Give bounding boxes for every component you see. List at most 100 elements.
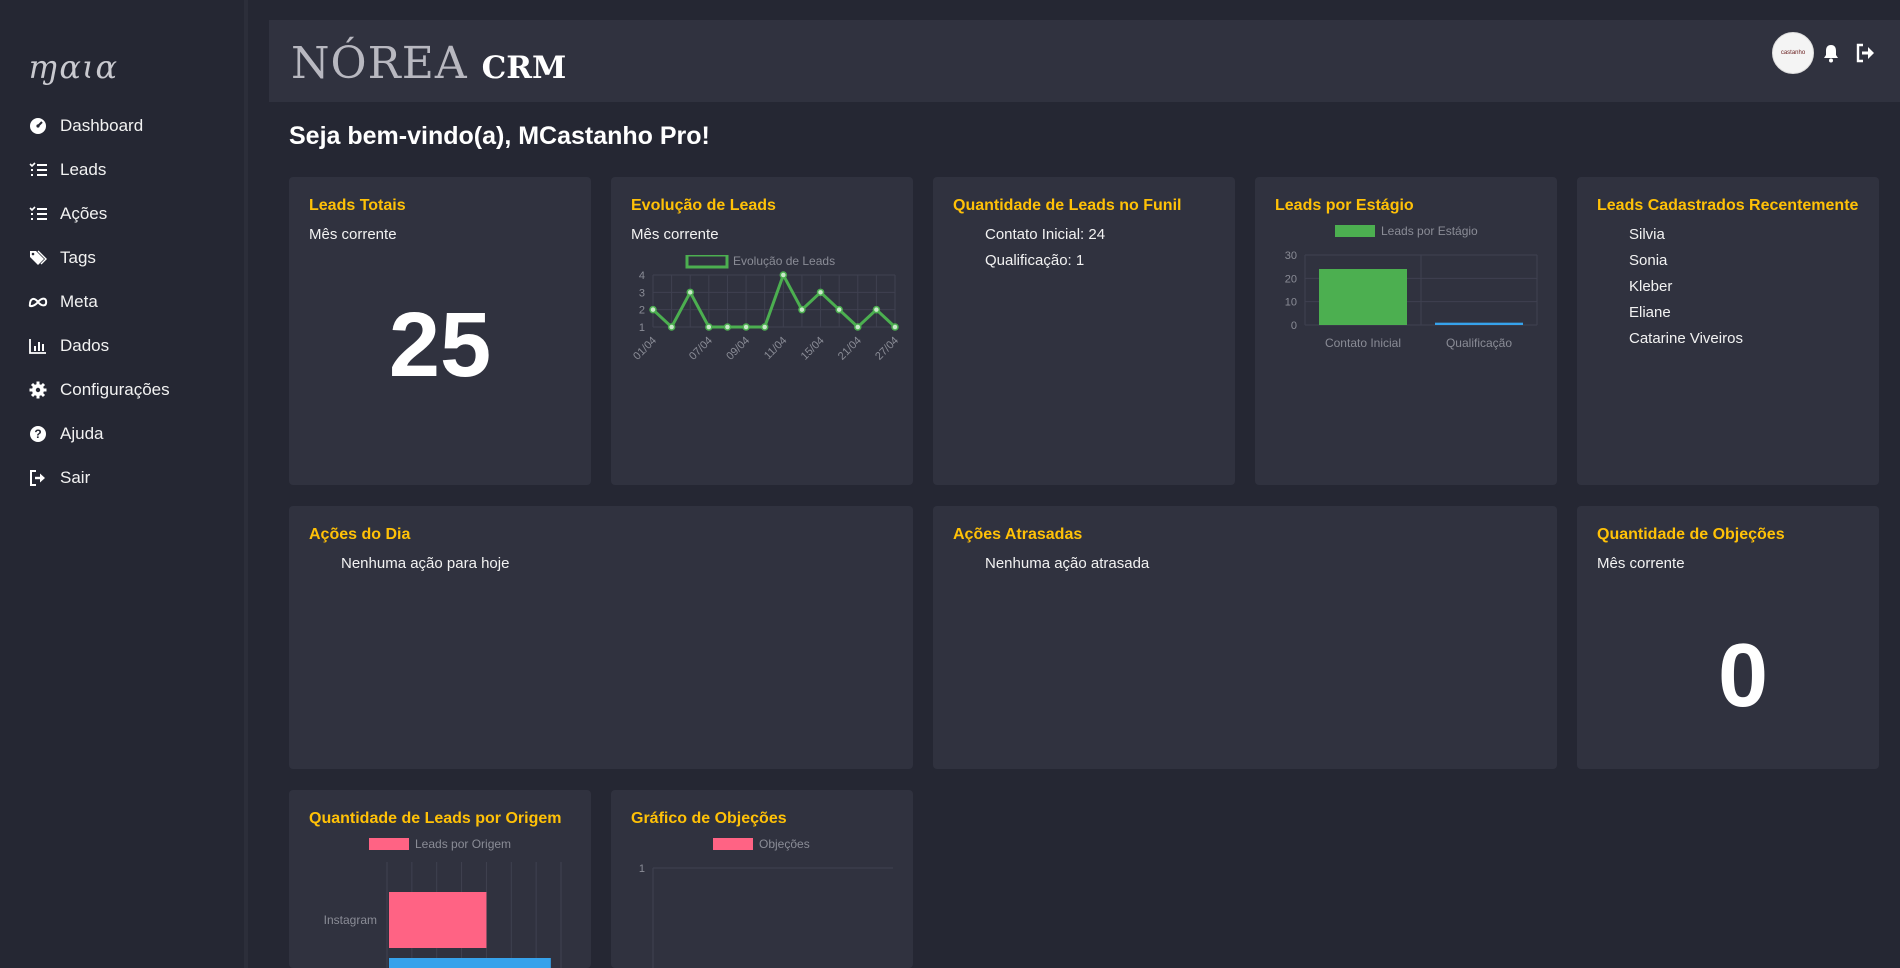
card-title: Quantidade de Leads no Funil bbox=[953, 197, 1182, 214]
list-item[interactable]: Kleber bbox=[1629, 278, 1673, 295]
top-header: NÓREA CRM castanho bbox=[269, 20, 1900, 102]
leads-estagio-chart: Leads por Estágio 0 10 20 30 Contato Inicial Q… bbox=[1285, 225, 1538, 350]
data-point bbox=[742, 323, 750, 331]
card-title: Ações do Dia bbox=[309, 526, 411, 543]
card-title: Leads Cadastrados Recentemente bbox=[1597, 197, 1859, 214]
question-circle-icon: ? bbox=[28, 424, 48, 444]
bar bbox=[1435, 322, 1523, 325]
x-tick-label: 21/04 bbox=[836, 335, 864, 363]
acoes-atrasadas-list: Nenhuma ação atrasada bbox=[985, 555, 1149, 581]
objecoes-chart: Objeções 1 bbox=[639, 838, 893, 968]
card-subtitle: Mês corrente bbox=[631, 226, 719, 243]
data-point bbox=[854, 323, 862, 331]
x-tick-label: 01/04 bbox=[631, 335, 659, 363]
logo-name: NÓREA bbox=[291, 38, 468, 89]
card-title: Quantidade de Objeções bbox=[1597, 526, 1785, 543]
sidebar-item-meta[interactable]: Meta bbox=[28, 280, 170, 324]
legend-label: Leads por Estágio bbox=[1381, 225, 1478, 238]
card-leads-origem: Quantidade de Leads por Origem Leads por… bbox=[289, 790, 591, 968]
sidebar-item-ajuda[interactable]: ? Ajuda bbox=[28, 412, 170, 456]
empty-message: Nenhuma ação para hoje bbox=[341, 555, 510, 572]
legend-swatch bbox=[1335, 225, 1375, 237]
legend-label: Leads por Origem bbox=[415, 838, 511, 851]
sidebar-item-label: Sair bbox=[60, 468, 91, 487]
card-leads-recentes: Leads Cadastrados Recentemente Silvia So… bbox=[1577, 177, 1879, 485]
data-point bbox=[760, 323, 769, 331]
data-point bbox=[723, 323, 732, 331]
sidebar-item-label: Leads bbox=[60, 160, 107, 179]
sidebar-item-leads[interactable]: Leads bbox=[28, 148, 170, 192]
y-tick-label: 20 bbox=[1285, 273, 1297, 285]
empty-message: Nenhuma ação atrasada bbox=[985, 555, 1150, 572]
sidebar-item-acoes[interactable]: Ações bbox=[28, 192, 170, 236]
sign-out-icon[interactable] bbox=[1854, 42, 1876, 64]
chart-line-icon bbox=[28, 336, 48, 356]
avatar-text: castanho bbox=[1780, 50, 1806, 56]
list-item[interactable]: Sonia bbox=[1629, 252, 1668, 269]
card-title: Ações Atrasadas bbox=[953, 526, 1083, 543]
app-logo[interactable]: NÓREA CRM bbox=[291, 38, 566, 89]
sidebar-item-dashboard[interactable]: Dashboard bbox=[28, 104, 170, 148]
series-line bbox=[651, 271, 897, 330]
x-tick-label: Contato Inicial bbox=[1325, 336, 1401, 350]
y-tick-label: 2 bbox=[639, 305, 645, 317]
card-subtitle: Mês corrente bbox=[1597, 555, 1685, 572]
card-title: Leads Totais bbox=[309, 197, 406, 214]
sidebar-divider bbox=[244, 0, 248, 968]
sidebar-item-dados[interactable]: Dados bbox=[28, 324, 170, 368]
legend-label: Evolução de Leads bbox=[733, 255, 835, 268]
legend-swatch bbox=[369, 838, 409, 850]
card-leads-totais: Leads Totais Mês corrente 25 bbox=[289, 177, 591, 485]
acoes-dia-list: Nenhuma ação para hoje bbox=[341, 555, 509, 581]
sidebar-item-sair[interactable]: Sair bbox=[28, 456, 170, 500]
y-tick-label: 0 bbox=[1291, 320, 1297, 332]
y-tick-label: 3 bbox=[639, 287, 645, 299]
x-tick-label: Qualificação bbox=[1446, 336, 1512, 350]
list-item[interactable]: Catarine Viveiros bbox=[1629, 330, 1743, 347]
legend-swatch bbox=[713, 838, 753, 850]
y-tick-label: 4 bbox=[639, 270, 645, 282]
x-tick-label: 07/04 bbox=[687, 335, 715, 363]
sidebar-item-label: Ações bbox=[60, 204, 108, 223]
sidebar-item-label: Configurações bbox=[60, 380, 170, 399]
bar bbox=[1319, 269, 1407, 325]
data-point bbox=[779, 271, 788, 279]
gear-icon bbox=[28, 380, 48, 400]
sidebar-item-label: Meta bbox=[60, 292, 98, 311]
y-tick-label: Instagram bbox=[324, 913, 377, 927]
data-point bbox=[705, 323, 713, 331]
data-point bbox=[667, 323, 676, 331]
funil-list: Contato Inicial: 24 Qualificação: 1 bbox=[985, 226, 1105, 278]
card-title: Quantidade de Leads por Origem bbox=[309, 810, 562, 827]
sidebar-menu: Dashboard Leads Ações Tags Meta bbox=[28, 104, 170, 500]
card-grafico-objecoes: Gráfico de Objeções Objeções 1 bbox=[611, 790, 913, 968]
objecoes-total-value: 0 bbox=[1717, 626, 1769, 726]
list-item: Qualificação: 1 bbox=[985, 252, 1085, 269]
sidebar-item-tags[interactable]: Tags bbox=[28, 236, 170, 280]
list-item: Contato Inicial: 24 bbox=[985, 226, 1106, 243]
x-tick-label: 15/04 bbox=[799, 335, 827, 363]
card-title: Gráfico de Objeções bbox=[631, 810, 787, 827]
svg-text:?: ? bbox=[34, 427, 41, 441]
card-leads-estagio: Leads por Estágio Leads por Estágio 0 10 20… bbox=[1255, 177, 1557, 485]
list-item[interactable]: Silvia bbox=[1629, 226, 1665, 243]
list-item[interactable]: Eliane bbox=[1629, 304, 1671, 321]
card-acoes-dia: Ações do Dia Nenhuma ação para hoje bbox=[289, 506, 913, 769]
sidebar-item-configuracoes[interactable]: Configurações bbox=[28, 368, 170, 412]
bell-icon[interactable] bbox=[1820, 42, 1842, 64]
avatar[interactable]: castanho bbox=[1772, 32, 1814, 74]
data-point bbox=[649, 305, 657, 314]
meta-icon bbox=[28, 292, 48, 312]
data-point bbox=[686, 288, 694, 297]
sidebar-brand-logo: ɱɑɩɑ bbox=[28, 48, 119, 86]
card-quantidade-objecoes: Quantidade de Objeções Mês corrente 0 bbox=[1577, 506, 1879, 769]
sign-out-icon bbox=[28, 468, 48, 488]
leads-total-value: 25 bbox=[388, 294, 492, 396]
x-tick-label: 27/04 bbox=[873, 335, 901, 363]
y-tick-label: 1 bbox=[639, 863, 645, 875]
recent-leads-list: Silvia Sonia Kleber Eliane Catarine Vive… bbox=[1629, 226, 1743, 356]
sidebar: ɱɑɩɑ Dashboard Leads Ações Tags bbox=[0, 0, 245, 968]
bar bbox=[389, 892, 487, 948]
card-acoes-atrasadas: Ações Atrasadas Nenhuma ação atrasada bbox=[933, 506, 1557, 769]
sidebar-item-label: Dados bbox=[60, 336, 110, 355]
